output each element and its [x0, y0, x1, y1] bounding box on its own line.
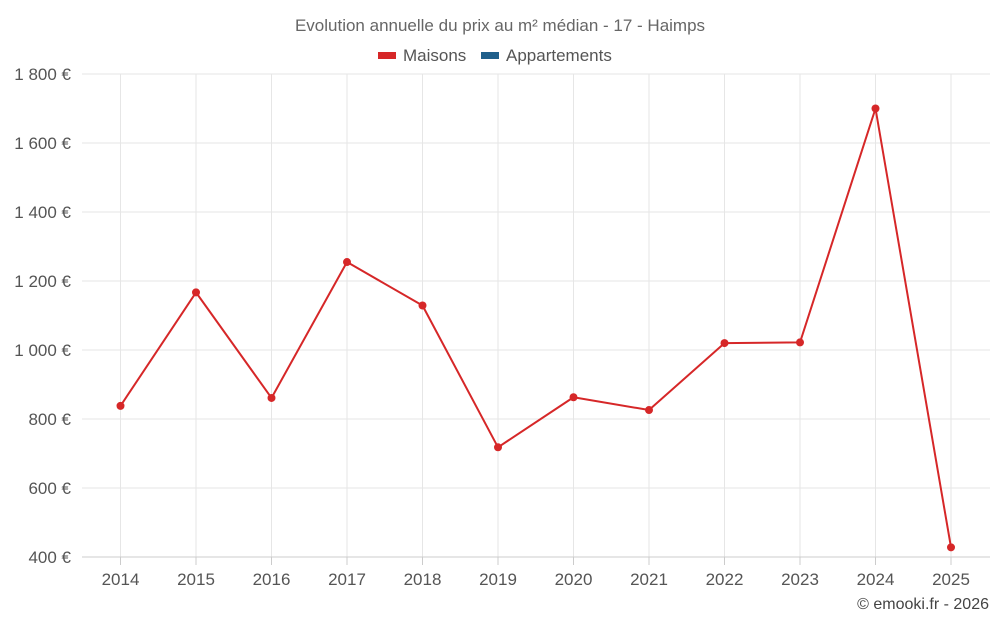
x-tick-label: 2016: [253, 570, 291, 589]
x-tick-label: 2014: [102, 570, 140, 589]
credit-text: © emooki.fr - 2026: [857, 596, 989, 613]
data-point-maisons-2018[interactable]: [418, 301, 427, 310]
y-tick-label: 600 €: [28, 479, 71, 498]
series-maisons: [116, 104, 955, 552]
data-point-maisons-2024[interactable]: [871, 104, 880, 113]
x-tick-label: 2021: [630, 570, 668, 589]
data-point-maisons-2017[interactable]: [343, 258, 351, 267]
x-tick-label: 2024: [857, 570, 895, 589]
gridlines: [82, 73, 990, 557]
x-tick-label: 2019: [479, 570, 517, 589]
data-point-maisons-2025[interactable]: [947, 543, 955, 552]
x-tick-label: 2015: [177, 570, 215, 589]
y-tick-label: 1 000 €: [14, 341, 71, 360]
data-point-maisons-2021[interactable]: [645, 406, 653, 415]
x-tick-label: 2018: [404, 570, 442, 589]
y-tick-label: 800 €: [28, 410, 71, 429]
y-tick-label: 1 200 €: [14, 272, 71, 291]
legend: Maisons Appartements: [378, 46, 612, 65]
legend-swatch-maisons: [378, 52, 396, 59]
data-point-maisons-2015[interactable]: [192, 288, 200, 297]
legend-label-maisons: Maisons: [403, 46, 466, 65]
x-tick-label: 2023: [781, 570, 819, 589]
legend-item-maisons[interactable]: Maisons: [378, 46, 466, 65]
y-axis: 400 € 600 € 800 € 1 000 € 1 200 € 1 400 € 1 60…: [14, 65, 71, 567]
legend-swatch-appartements: [481, 52, 499, 59]
data-point-maisons-2020[interactable]: [569, 393, 578, 402]
x-tick-label: 2022: [706, 570, 744, 589]
data-point-maisons-2014[interactable]: [116, 401, 125, 410]
x-axis: 2014 2015 2016 2017 2018 2019 2020 2021 2022 2023…: [102, 557, 970, 589]
y-tick-label: 1 600 €: [14, 134, 71, 153]
series-line-maisons: [119, 107, 952, 548]
data-point-maisons-2023[interactable]: [796, 338, 804, 347]
chart-title: Evolution annuelle du prix au m² médian …: [295, 16, 705, 35]
x-tick-label: 2017: [328, 570, 366, 589]
legend-label-appartements: Appartements: [506, 46, 612, 65]
y-tick-label: 1 800 €: [14, 65, 71, 84]
y-tick-label: 400 €: [28, 548, 71, 567]
data-point-maisons-2019[interactable]: [494, 443, 502, 452]
x-tick-label: 2020: [555, 570, 593, 589]
x-tick-label: 2025: [932, 570, 970, 589]
legend-item-appartements[interactable]: Appartements: [481, 46, 612, 65]
data-point-maisons-2022[interactable]: [720, 339, 729, 348]
data-point-maisons-2016[interactable]: [267, 393, 276, 402]
y-tick-label: 1 400 €: [14, 203, 71, 222]
